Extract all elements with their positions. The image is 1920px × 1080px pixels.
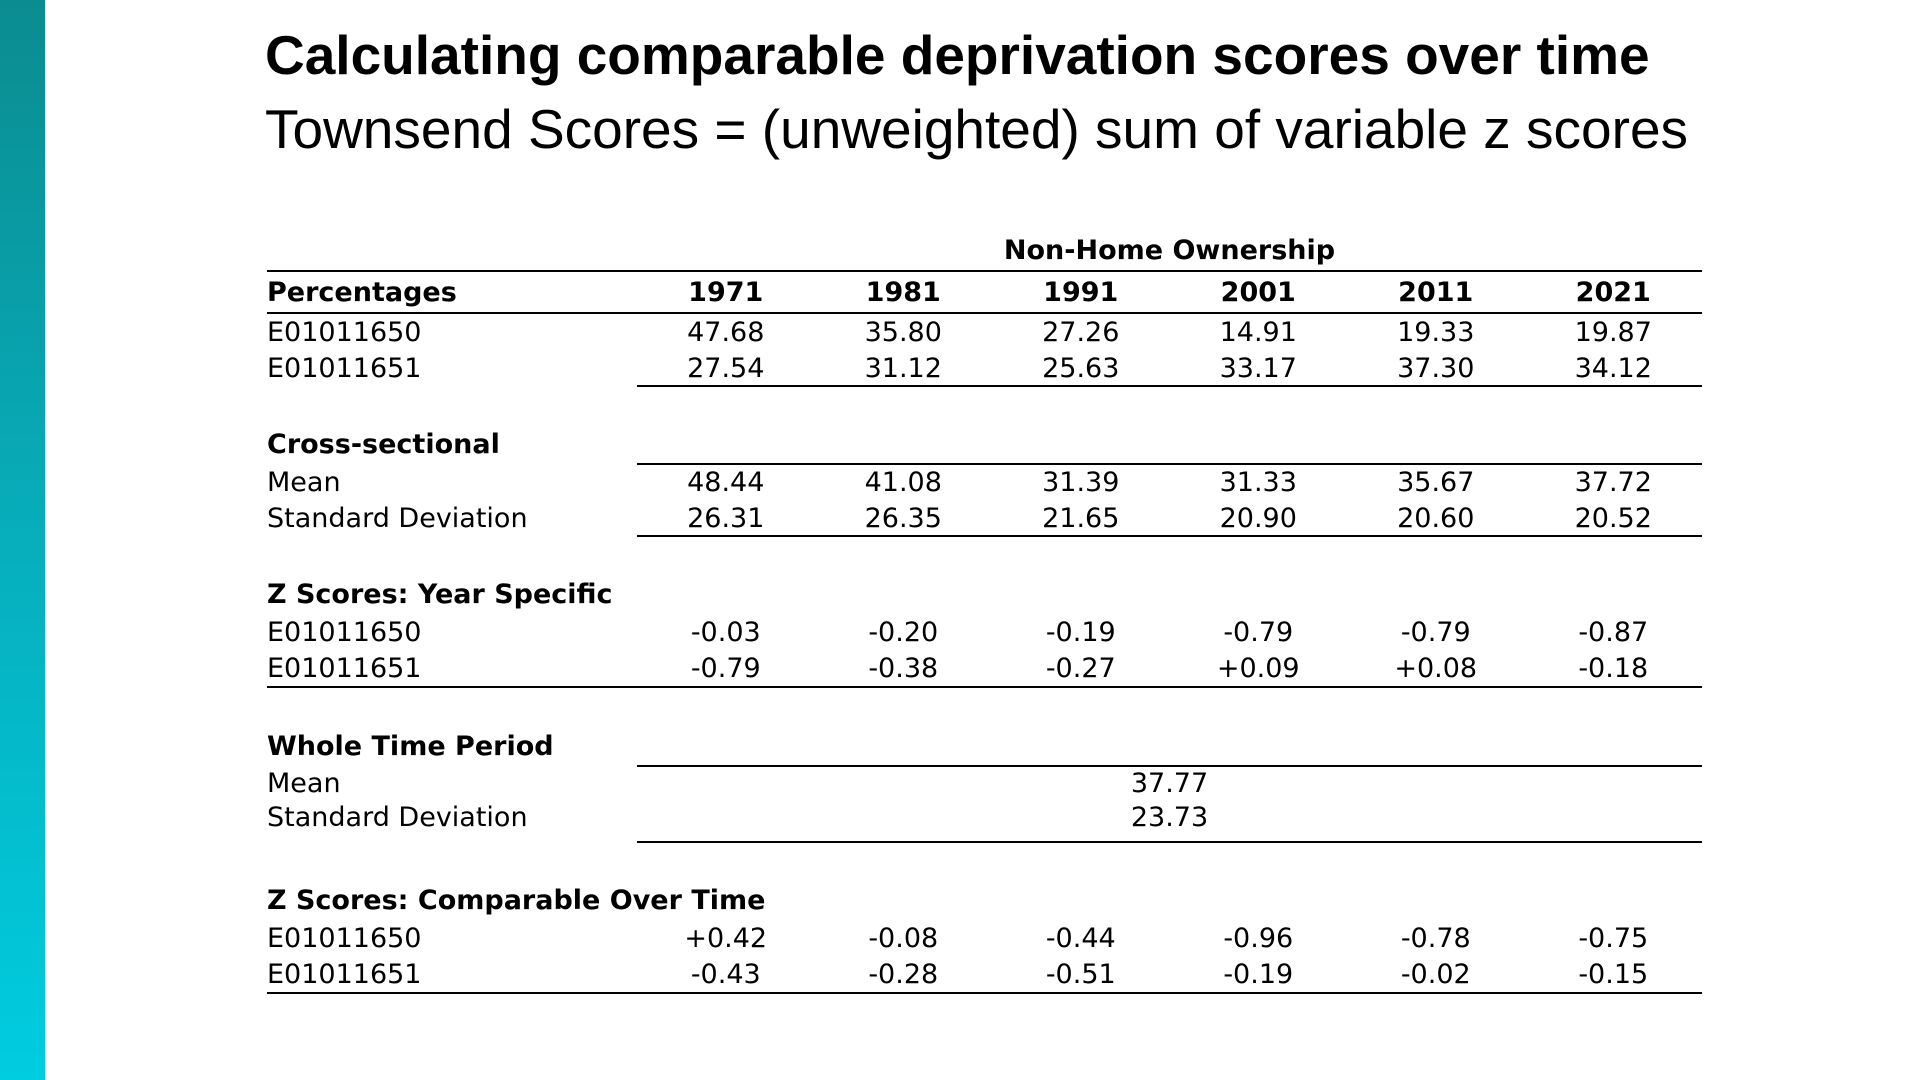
year-header: 2011 [1398,276,1474,308]
value-cell: 27.54 [687,352,765,384]
value-cell: -0.79 [1223,616,1294,648]
mean-label: Mean [267,767,341,799]
value-cell: 31.12 [864,352,942,384]
value-cell: 35.67 [1397,466,1475,498]
value-cell: -0.78 [1400,922,1471,954]
value-cell: -0.75 [1578,922,1649,954]
value-cell: 37.72 [1574,466,1652,498]
accent-sidebar [0,0,45,1080]
value-cell: -0.79 [1400,616,1471,648]
section-label: Z Scores: Year Specific [267,578,613,610]
value-cell: 14.91 [1219,316,1297,348]
value-cell: +0.09 [1216,652,1300,684]
table-row: Standard Deviation 26.31 26.35 21.65 20.… [267,500,1702,536]
value-cell: 35.80 [864,316,942,348]
value-cell: -0.19 [1223,958,1294,990]
table-row: E01011650 -0.03 -0.20 -0.19 -0.79 -0.79 … [267,614,1702,650]
value-cell: 26.35 [864,502,942,534]
table-row: E01011650 47.68 35.80 27.26 14.91 19.33 … [267,314,1702,350]
slide-title: Calculating comparable deprivation score… [265,24,1650,86]
value-cell: -0.38 [868,652,939,684]
area-code: E01011651 [267,352,422,384]
deprivation-table: Non-Home Ownership Percentages 1971 1981… [267,230,1702,994]
table-super-header-row: Non-Home Ownership [267,230,1702,270]
value-cell: 27.26 [1042,316,1120,348]
section-label: Z Scores: Comparable Over Time [267,884,766,916]
value-cell: 21.65 [1042,502,1120,534]
area-code: E01011650 [267,922,422,954]
value-cell: -0.96 [1223,922,1294,954]
value-cell: -0.08 [868,922,939,954]
value-cell: 31.33 [1219,466,1297,498]
section-heading-whole-time-period: Whole Time Period [267,726,1702,766]
section-label: Cross-sectional [267,428,500,460]
non-home-ownership-header: Non-Home Ownership [1003,234,1336,266]
year-header: 1981 [865,276,941,308]
value-cell: +0.42 [684,922,768,954]
value-cell: -0.15 [1578,958,1649,990]
table-row: Mean 37.77 [267,766,1702,800]
value-cell: 19.87 [1574,316,1652,348]
value-cell: 37.30 [1397,352,1475,384]
value-cell: -0.79 [690,652,761,684]
section-label: Whole Time Period [267,730,554,762]
percentages-header: Percentages [267,276,457,308]
value-cell: -0.18 [1578,652,1649,684]
sd-label: Standard Deviation [267,502,528,534]
value-cell: 20.90 [1219,502,1297,534]
table-row: Mean 48.44 41.08 31.39 31.33 35.67 37.72 [267,464,1702,500]
area-code: E01011650 [267,316,422,348]
table-row: E01011651 27.54 31.12 25.63 33.17 37.30 … [267,350,1702,386]
value-cell: 33.17 [1219,352,1297,384]
value-cell: -0.27 [1045,652,1116,684]
table-row: E01011651 -0.79 -0.38 -0.27 +0.09 +0.08 … [267,650,1702,686]
table-row: Standard Deviation 23.73 [267,800,1702,834]
divider [267,686,1702,688]
value-cell: 20.52 [1574,502,1652,534]
mean-label: Mean [267,466,341,498]
value-cell: -0.03 [690,616,761,648]
whole-period-sd: 23.73 [1130,801,1209,833]
table-header-row: Percentages 1971 1981 1991 2001 2011 202… [267,270,1702,314]
value-cell: -0.28 [868,958,939,990]
slide-subtitle: Townsend Scores = (unweighted) sum of va… [265,98,1689,160]
value-cell: 20.60 [1397,502,1475,534]
year-header: 2021 [1575,276,1651,308]
sd-label: Standard Deviation [267,801,528,833]
value-cell: -0.02 [1400,958,1471,990]
value-cell: 25.63 [1042,352,1120,384]
value-cell: 26.31 [687,502,765,534]
year-header: 1971 [688,276,764,308]
value-cell: +0.08 [1394,652,1478,684]
area-code: E01011651 [267,958,422,990]
area-code: E01011650 [267,616,422,648]
table-row: E01011650 +0.42 -0.08 -0.44 -0.96 -0.78 … [267,920,1702,956]
divider [267,992,1702,994]
value-cell: -0.87 [1578,616,1649,648]
value-cell: 48.44 [687,466,765,498]
value-cell: -0.43 [690,958,761,990]
value-cell: -0.20 [868,616,939,648]
section-heading-z-year-specific: Z Scores: Year Specific [267,574,1702,614]
value-cell: -0.44 [1045,922,1116,954]
section-heading-z-comparable: Z Scores: Comparable Over Time [267,880,1702,920]
whole-period-mean: 37.77 [1130,767,1209,799]
value-cell: -0.19 [1045,616,1116,648]
value-cell: 47.68 [687,316,765,348]
year-header: 2001 [1220,276,1296,308]
value-cell: 34.12 [1574,352,1652,384]
area-code: E01011651 [267,652,422,684]
table-row: E01011651 -0.43 -0.28 -0.51 -0.19 -0.02 … [267,956,1702,992]
value-cell: -0.51 [1045,958,1116,990]
year-header: 1991 [1043,276,1119,308]
section-heading-cross-sectional: Cross-sectional [267,424,1702,464]
value-cell: 31.39 [1042,466,1120,498]
value-cell: 19.33 [1397,316,1475,348]
value-cell: 41.08 [864,466,942,498]
